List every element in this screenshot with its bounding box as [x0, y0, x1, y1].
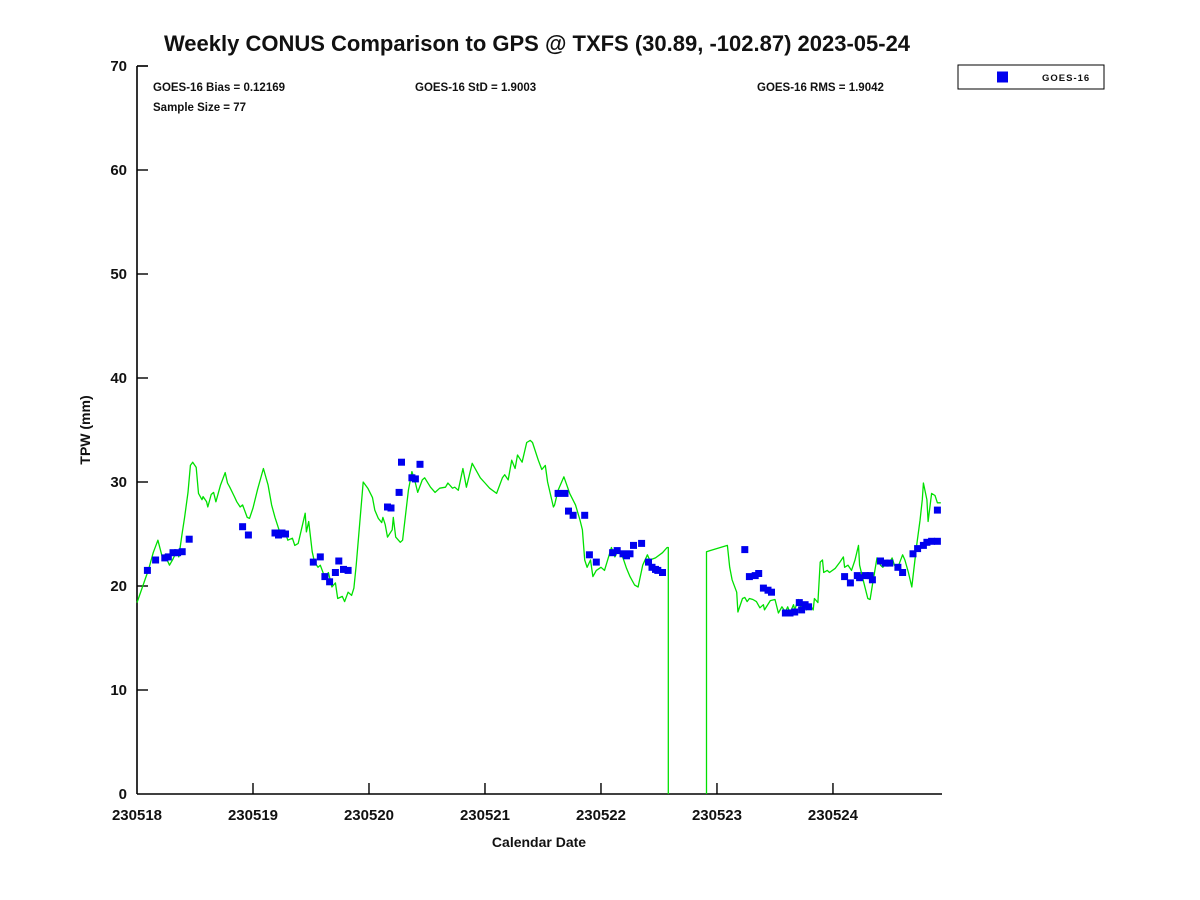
x-tick-label: 230522	[576, 807, 626, 824]
stat-std: GOES-16 StD = 1.9003	[415, 82, 536, 94]
y-tick-label: 50	[110, 266, 127, 283]
gps-line	[705, 482, 941, 794]
x-tick-label: 230519	[228, 807, 278, 824]
y-tick-label: 10	[110, 682, 127, 699]
x-axis-label: Calendar Date	[492, 834, 586, 850]
y-tick-label: 30	[110, 474, 127, 491]
y-tick-label: 0	[119, 786, 127, 803]
goes16-point	[244, 531, 252, 539]
goes16-point	[856, 574, 864, 582]
goes16-point	[585, 551, 593, 559]
goes16-point	[344, 566, 352, 574]
goes16-point	[416, 460, 424, 468]
goes16-point	[795, 599, 803, 607]
goes16-point	[340, 565, 347, 573]
x-tick-label: 230521	[460, 807, 510, 824]
goes16-point	[185, 535, 193, 543]
goes16-point	[745, 573, 753, 581]
x-tick-label: 230523	[692, 807, 742, 824]
x-tick-label: 230524	[808, 807, 859, 824]
goes16-point	[335, 557, 343, 565]
goes16-point	[630, 541, 637, 549]
goes16-point	[592, 558, 600, 566]
goes16-point	[654, 566, 662, 574]
goes16-point	[178, 548, 186, 556]
goes16-point	[569, 511, 577, 519]
legend-box	[957, 64, 1105, 90]
goes16-point	[321, 573, 329, 581]
goes16-point	[755, 570, 763, 577]
goes16-point	[309, 558, 317, 566]
goes16-point	[638, 539, 646, 547]
goes16-point	[791, 608, 799, 616]
goes16-point	[868, 576, 876, 584]
goes16-point	[398, 458, 405, 466]
plot-area: 0 10 20 30 40 50 60 70 230518 230519 230520 230521 2…	[110, 58, 942, 824]
goes16-point	[768, 588, 775, 596]
goes16-point	[169, 549, 177, 557]
goes16-point	[326, 578, 334, 586]
goes16-point	[387, 504, 395, 512]
goes16-point	[759, 584, 767, 592]
goes16-point	[565, 507, 572, 515]
goes16-point	[923, 538, 931, 546]
legend-goes16-marker-icon	[997, 71, 1008, 83]
legend: GOES-16	[957, 64, 1105, 90]
goes16-point	[805, 603, 813, 611]
y-tick-label: 60	[110, 162, 127, 179]
goes16-point	[861, 572, 869, 580]
y-tick-label: 20	[110, 578, 127, 595]
y-tick-label: 70	[110, 58, 127, 75]
goes16-point	[143, 566, 151, 574]
goes16-point	[554, 489, 562, 497]
goes16-point	[846, 579, 854, 587]
goes16-point	[331, 569, 339, 576]
goes16-point	[174, 549, 182, 557]
goes16-point	[781, 609, 789, 617]
goes16-point	[933, 506, 941, 514]
legend-goes16-label: GOES-16	[1042, 73, 1090, 84]
goes16-point	[152, 556, 160, 564]
goes16-point	[659, 569, 666, 576]
goes16-point	[581, 511, 589, 519]
chart-title: Weekly CONUS Comparison to GPS @ TXFS (3…	[164, 31, 911, 56]
goes16-point	[561, 489, 569, 497]
goes16-point	[786, 609, 794, 617]
goes16-point	[881, 559, 889, 567]
goes16-point	[411, 475, 419, 483]
goes16-point	[928, 537, 936, 545]
goes16-point	[395, 488, 403, 496]
goes16-point	[645, 558, 652, 566]
goes16-point	[239, 523, 247, 531]
x-tick-label: 230518	[112, 807, 162, 824]
goes16-point	[894, 563, 902, 571]
goes16-point	[914, 545, 922, 553]
gps-line	[136, 439, 669, 794]
goes16-point	[316, 553, 324, 561]
stat-rms: GOES-16 RMS = 1.9042	[757, 82, 884, 94]
goes16-point	[899, 569, 907, 576]
goes16-point	[626, 550, 634, 558]
goes16-point	[841, 573, 849, 581]
goes16-point	[877, 557, 884, 565]
goes16-point	[866, 572, 874, 580]
stat-bias: GOES-16 Bias = 0.12169	[153, 82, 285, 94]
goes16-point	[741, 546, 749, 554]
goes16-point	[886, 559, 894, 567]
y-axis-label: TPW (mm)	[77, 395, 93, 464]
x-tick-label: 230520	[344, 807, 394, 824]
goes16-point	[933, 537, 941, 545]
goes16-point	[613, 547, 621, 555]
goes16-point	[609, 549, 617, 557]
goes16-point	[798, 606, 806, 614]
goes16-point	[164, 553, 172, 561]
y-tick-label: 40	[110, 370, 127, 387]
goes16-point	[282, 530, 289, 538]
stat-sample-size: Sample Size = 77	[153, 102, 246, 114]
goes16-point	[909, 550, 917, 558]
